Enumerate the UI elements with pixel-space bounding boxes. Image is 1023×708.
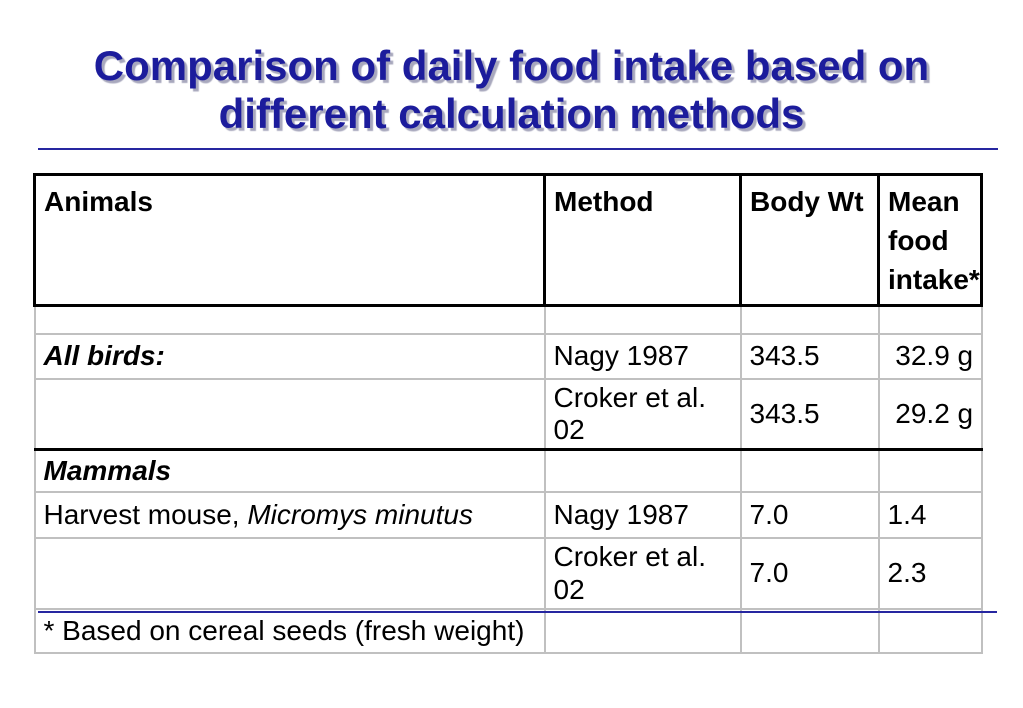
title-underline bbox=[38, 148, 998, 150]
header-cell-mean-food-intake: Mean food intake* bbox=[877, 173, 983, 307]
method-cell: Croker et al. 02 bbox=[543, 537, 742, 610]
body-wt-cell: 343.5 bbox=[739, 332, 880, 380]
intake-cell bbox=[877, 607, 983, 654]
method-cell bbox=[543, 607, 742, 654]
animal-common-name: Harvest mouse, bbox=[43, 499, 248, 531]
animal-cell bbox=[33, 377, 546, 451]
body-wt-cell bbox=[739, 304, 880, 335]
header-cell-method: Method bbox=[543, 173, 742, 307]
method-cell bbox=[543, 304, 742, 335]
footnote-cell: * Based on cereal seeds (fresh weight) bbox=[33, 607, 546, 654]
table-row-footnote: * Based on cereal seeds (fresh weight) bbox=[33, 607, 983, 654]
method-cell: Nagy 1987 bbox=[543, 332, 742, 380]
animal-cell bbox=[33, 537, 546, 610]
body-wt-cell: 343.5 bbox=[739, 377, 880, 451]
intake-cell: 29.2 g bbox=[877, 377, 983, 451]
method-cell bbox=[543, 447, 742, 494]
header-cell-body-wt: Body Wt bbox=[739, 173, 880, 307]
animal-cell: Mammals bbox=[33, 447, 546, 494]
food-intake-table: Animals Method Body Wt Mean food intake*… bbox=[33, 173, 983, 654]
animal-cell: All birds: bbox=[33, 332, 546, 380]
header-cell-animals: Animals bbox=[33, 173, 546, 307]
table-header-row: Animals Method Body Wt Mean food intake* bbox=[33, 173, 983, 307]
body-wt-cell bbox=[739, 447, 880, 494]
intake-cell: 2.3 bbox=[877, 537, 983, 610]
table-row-birds-croker: Croker et al. 02 343.5 29.2 g bbox=[33, 377, 983, 451]
animal-cell bbox=[33, 304, 546, 335]
table-row-mouse-croker: Croker et al. 02 7.0 2.3 bbox=[33, 537, 983, 610]
slide-title: Comparison of daily food intake based on… bbox=[0, 42, 1023, 138]
body-wt-cell: 7.0 bbox=[739, 491, 880, 540]
method-cell: Croker et al. 02 bbox=[543, 377, 742, 451]
intake-cell bbox=[877, 447, 983, 494]
intake-cell: 32.9 g bbox=[877, 332, 983, 380]
body-wt-cell bbox=[739, 607, 880, 654]
animal-species-name: Micromys minutus bbox=[247, 499, 473, 531]
intake-cell bbox=[877, 304, 983, 335]
title-line-1: Comparison of daily food intake based on bbox=[93, 42, 930, 89]
table-row-spacer bbox=[33, 304, 983, 335]
table-row-mammals: Mammals bbox=[33, 447, 983, 494]
body-wt-cell: 7.0 bbox=[739, 537, 880, 610]
method-cell: Nagy 1987 bbox=[543, 491, 742, 540]
title-line-2: different calculation methods bbox=[218, 90, 805, 137]
animal-cell: Harvest mouse, Micromys minutus bbox=[33, 491, 546, 540]
footer-rule bbox=[38, 611, 997, 613]
table-row-all-birds: All birds: Nagy 1987 343.5 32.9 g bbox=[33, 332, 983, 380]
intake-cell: 1.4 bbox=[877, 491, 983, 540]
table-row-harvest-mouse: Harvest mouse, Micromys minutus Nagy 198… bbox=[33, 491, 983, 540]
